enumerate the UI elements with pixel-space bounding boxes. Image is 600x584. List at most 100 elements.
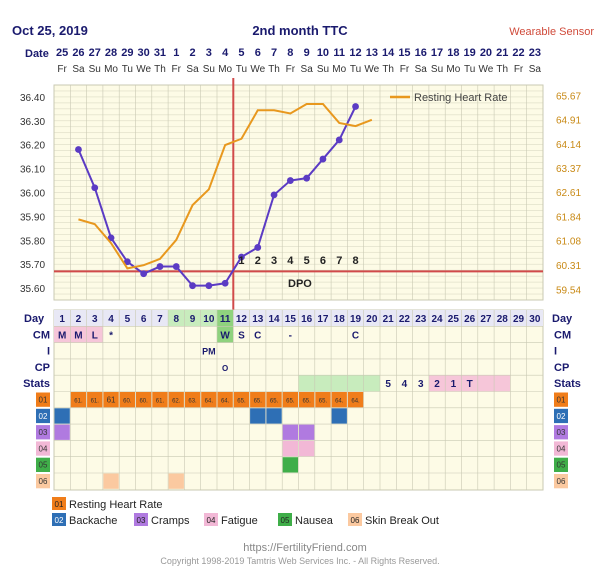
symptom-cell [282, 457, 298, 473]
row-label-right: CM [554, 329, 571, 341]
day-cell [151, 310, 169, 327]
rhr-value: 61. [156, 399, 165, 405]
stats-cell [363, 375, 380, 392]
date-number: 22 [512, 47, 524, 59]
day-cell [184, 310, 201, 327]
y-tick-right: 64.14 [556, 140, 581, 151]
symptom-code-right [554, 392, 568, 407]
date-number: 21 [496, 47, 508, 59]
rhr-value: 62. [172, 399, 181, 405]
day-cell [282, 310, 299, 327]
symptom-code-right-label: 03 [557, 428, 566, 437]
date-number: 5 [238, 47, 244, 59]
rhr-cell [87, 392, 103, 408]
temperature-point [172, 263, 180, 270]
day-number: 6 [141, 314, 147, 325]
footer-site[interactable]: https://FertilityFriend.com [243, 542, 366, 554]
y-tick-left: 36.30 [20, 117, 45, 128]
symptom-code-left [36, 392, 50, 407]
rhr-value: 64. [351, 399, 360, 405]
stats-value: 1 [451, 379, 457, 390]
y-tick-left: 36.10 [20, 165, 45, 176]
stats-cell [314, 375, 332, 392]
date-number: 30 [138, 47, 150, 59]
rhr-value: 64. [335, 399, 344, 405]
date-number: 1 [173, 47, 179, 59]
legend-code: 05 [281, 516, 290, 525]
stats-cell [477, 375, 495, 392]
day-cell [86, 310, 103, 327]
rhr-cell [266, 392, 282, 408]
day-cell [428, 310, 446, 327]
rhr-cell [152, 392, 168, 408]
day-cell [331, 310, 348, 327]
day-number: 27 [480, 314, 492, 325]
rhr-value: 64. [221, 399, 230, 405]
symptom-cell [168, 473, 184, 489]
legend-label: Resting Heart Rate [69, 499, 163, 511]
temperature-point [156, 263, 164, 270]
date-number: 6 [255, 47, 261, 59]
date-weekday: We [479, 64, 494, 75]
date-number: 23 [529, 47, 541, 59]
date-weekday: Fr [400, 64, 410, 75]
day-cell [445, 310, 462, 327]
symptom-code-right [554, 441, 568, 456]
symptom-code-left [36, 441, 50, 456]
day-number: 4 [108, 314, 114, 325]
stats-value: T [467, 379, 473, 390]
rhr-value: 61. [91, 399, 100, 405]
day-number: 20 [366, 314, 378, 325]
day-cell [380, 310, 397, 327]
legend-code-box [348, 513, 362, 526]
date-weekday: We [136, 64, 151, 75]
date-weekday: Tu [236, 64, 247, 75]
stats-value: 4 [402, 379, 408, 390]
date-weekday: Mo [332, 64, 346, 75]
cm-value: C [254, 330, 261, 341]
cm-cell [70, 326, 87, 343]
date-weekday: Su [203, 64, 215, 75]
y-tick-right: 65.67 [556, 91, 581, 102]
symptom-code-right-label: 05 [557, 461, 566, 470]
symptom-code-right-label: 06 [557, 477, 566, 486]
date-weekday: Sa [415, 64, 428, 75]
cm-value: - [289, 330, 292, 341]
stats-value: 5 [385, 379, 391, 390]
y-tick-right: 61.08 [556, 237, 581, 248]
day-number: 14 [268, 314, 280, 325]
day-cell [217, 310, 234, 327]
row-label-right: Stats [554, 378, 581, 390]
y-tick-left: 36.20 [20, 141, 45, 152]
cm-value: M [58, 330, 66, 341]
legend-code: 01 [55, 500, 64, 509]
day-cell [265, 310, 283, 327]
y-tick-left: 36.40 [20, 93, 45, 104]
temperature-point [123, 258, 131, 266]
rhr-cell [70, 392, 87, 408]
cm-value: L [92, 330, 98, 341]
y-tick-right: 59.54 [556, 285, 581, 296]
date-weekday: Tu [464, 64, 475, 75]
rhr-value: 65. [237, 399, 246, 405]
row-label-left: Stats [23, 378, 50, 390]
legend-label: Skin Break Out [365, 515, 439, 527]
dpo-number: 5 [304, 255, 310, 267]
date-weekday: Tu [122, 64, 133, 75]
day-number: 23 [415, 314, 427, 325]
legend-label: Nausea [295, 515, 334, 527]
dpo-number: 4 [287, 255, 294, 267]
date-weekday: We [364, 64, 379, 75]
cm-cell [86, 326, 103, 343]
cm-value: M [74, 330, 82, 341]
day-cell [200, 310, 217, 327]
symptom-code-left-label: 05 [39, 461, 48, 470]
date-number: 12 [349, 47, 361, 59]
date-number: 15 [398, 47, 410, 59]
rhr-value: 60. [123, 399, 132, 405]
date-number: 11 [333, 47, 345, 59]
day-cell [461, 310, 478, 327]
symptom-cell [282, 424, 298, 440]
legend-code: 02 [55, 516, 64, 525]
y-tick-right: 64.91 [556, 115, 581, 126]
